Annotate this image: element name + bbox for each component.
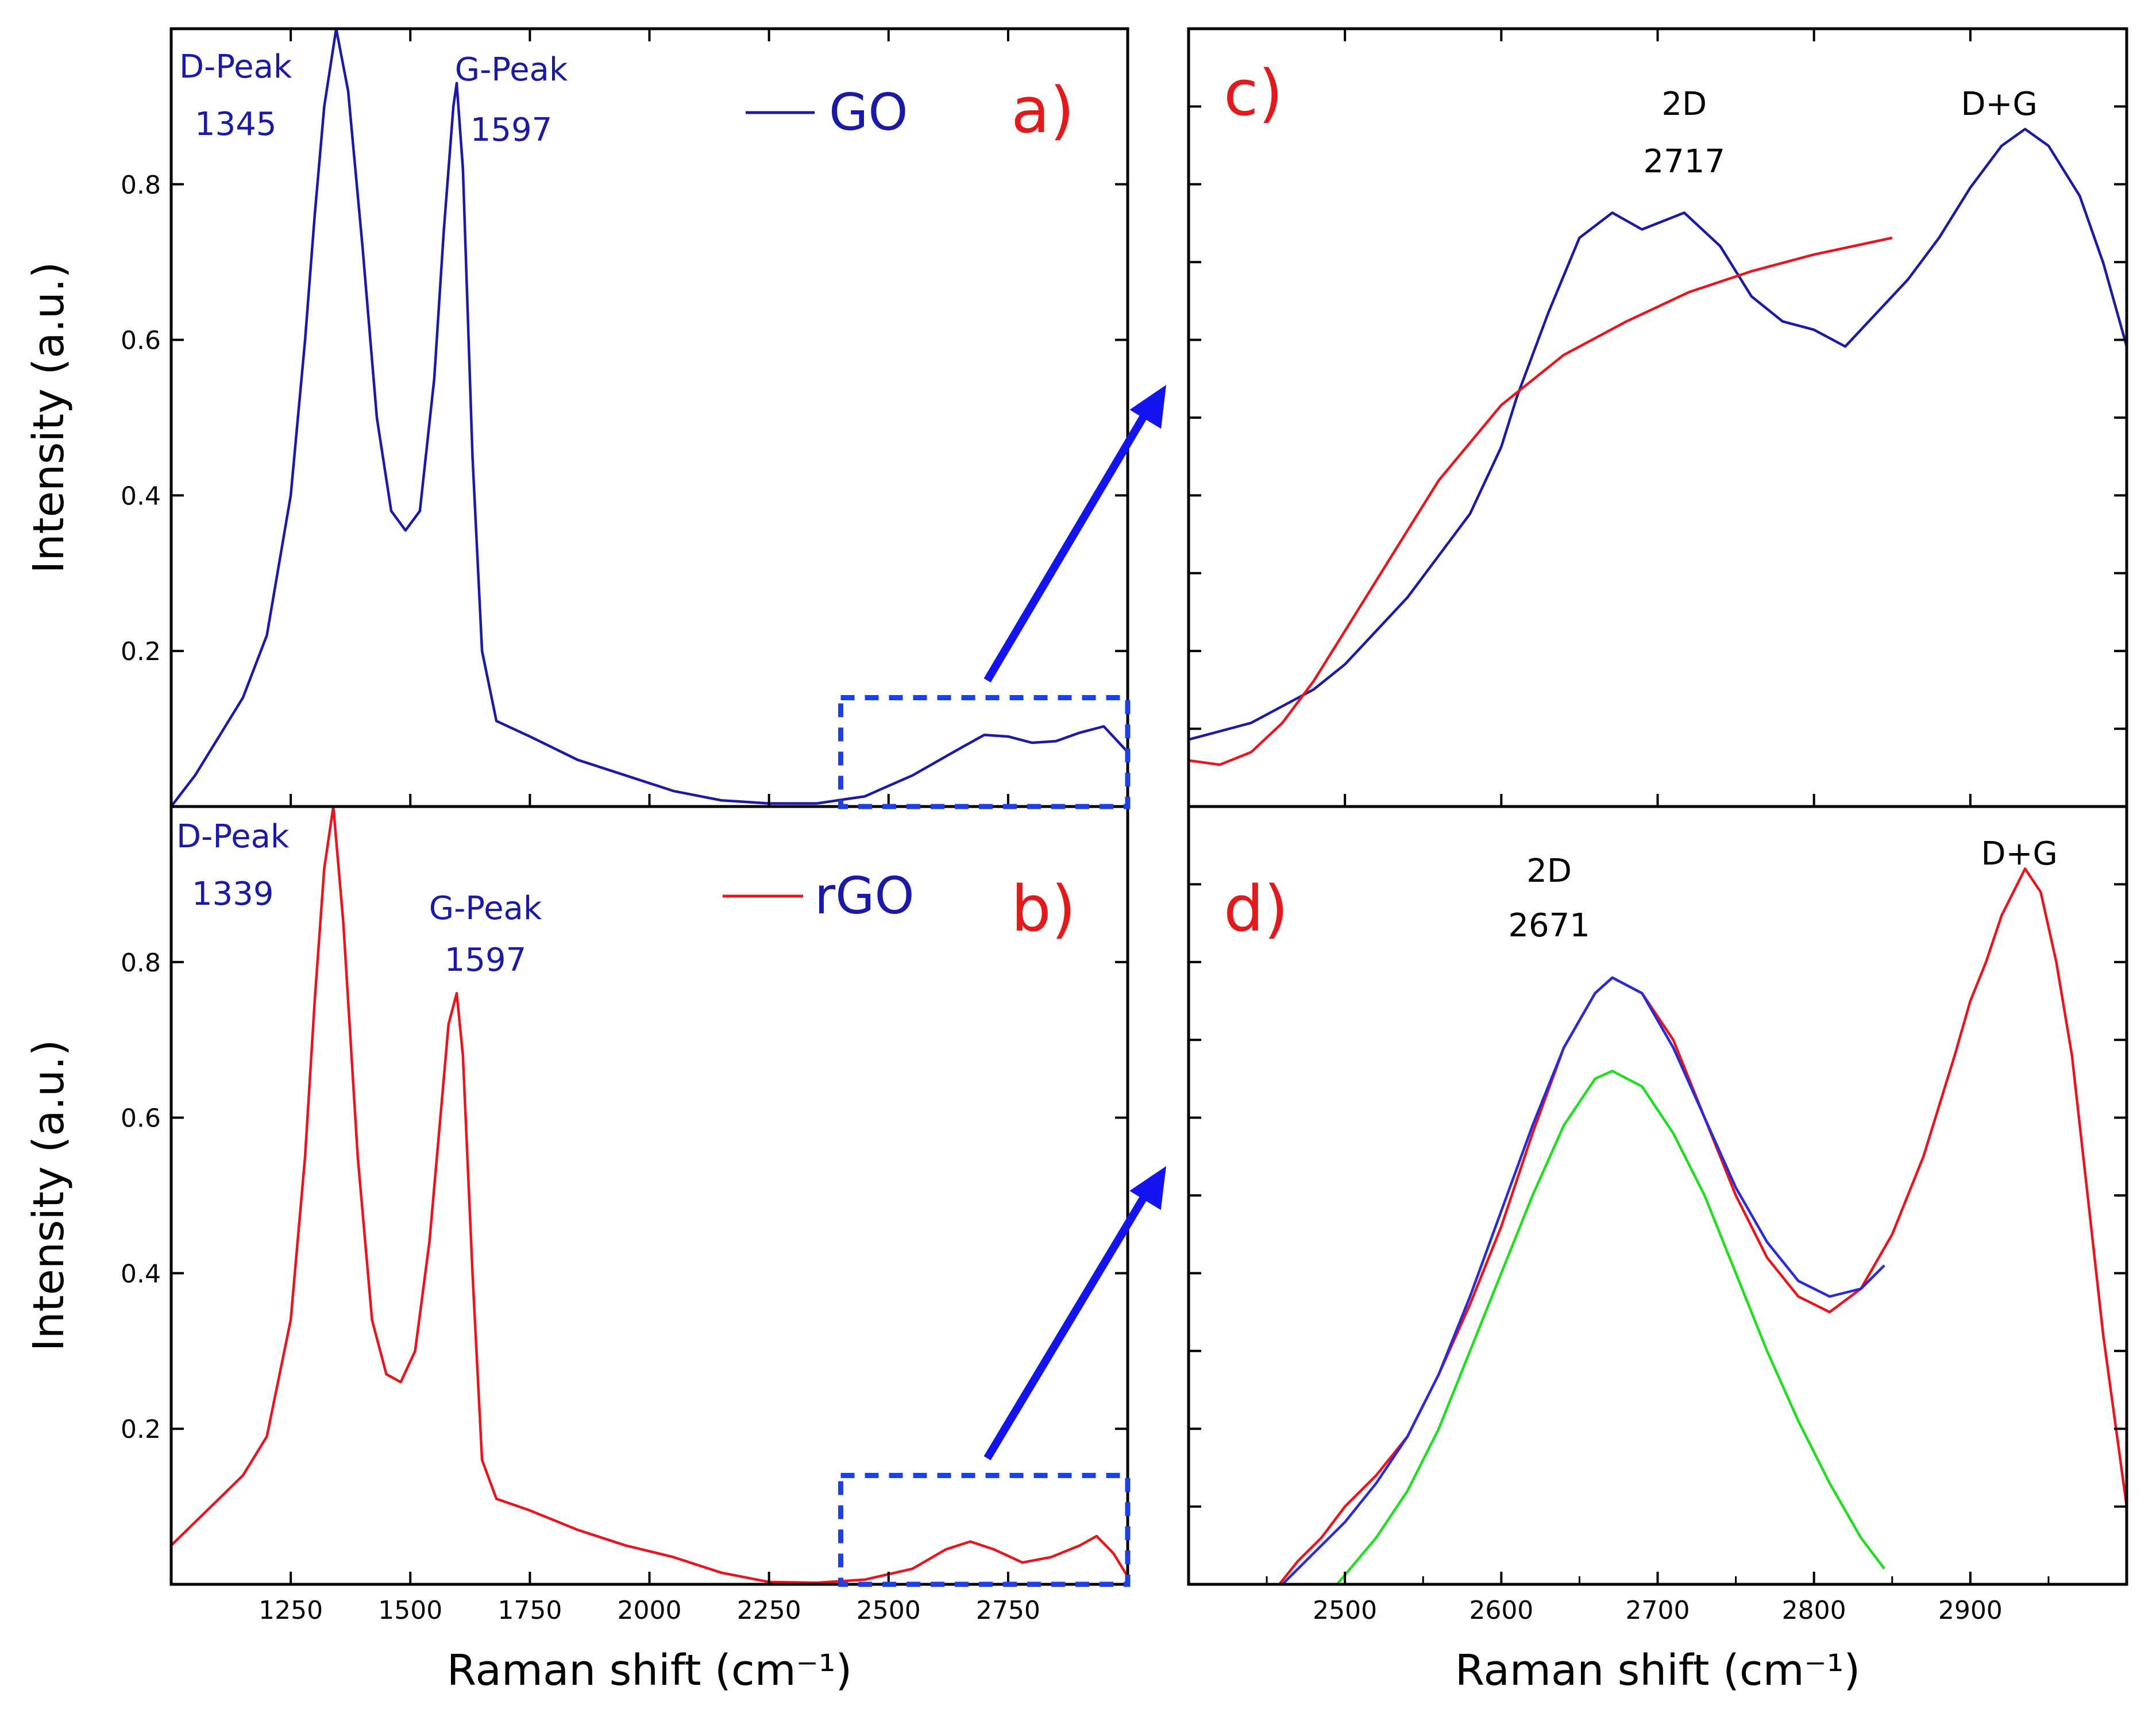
peak-annotation: G-Peak: [455, 51, 568, 88]
legend-label: rGO: [815, 866, 915, 925]
x-tick-label: 2000: [618, 1596, 682, 1625]
y-tick-label: 0.6: [121, 1104, 161, 1133]
series-line-go-zoom: [1189, 128, 2127, 741]
x-tick-label: 2500: [1313, 1596, 1377, 1625]
x-tick-label: 2800: [1782, 1596, 1846, 1625]
x-tick-label: 2600: [1469, 1596, 1533, 1625]
y-axis-label: Intensity (a.u.): [24, 1040, 74, 1352]
x-tick-label: 2700: [1626, 1596, 1690, 1625]
panel-label: c): [1224, 56, 1283, 130]
panel-c: c) 2D 2717 D+G: [1187, 27, 2128, 808]
x-tick-label: 1750: [497, 1596, 562, 1625]
legend-label: GO: [829, 83, 908, 142]
y-tick-label: 0.8: [121, 171, 161, 200]
y-tick-label: 0.8: [121, 948, 161, 978]
y-tick-label: 0.6: [121, 326, 161, 356]
zoom-box: [838, 1472, 1131, 1587]
x-tick-label: 2250: [737, 1596, 801, 1625]
zoom-box: [838, 695, 1131, 809]
panel-b: 0.2 0.4 0.6 0.8 1250 1500 1750 2000 2250 2500 2750…: [24, 805, 1129, 1695]
peak-annotation: 2717: [1644, 143, 1726, 180]
panel-label: d): [1224, 872, 1289, 946]
panel-label: a): [1011, 74, 1074, 147]
x-tick-label: 2750: [976, 1596, 1040, 1625]
peak-annotation: G-Peak: [429, 890, 542, 927]
series-line-go: [171, 29, 1128, 807]
peak-annotation: D+G: [1981, 835, 2057, 873]
y-tick-label: 0.4: [121, 1259, 161, 1288]
peak-annotation: D-Peak: [176, 818, 290, 855]
peak-annotation: 1597: [470, 111, 553, 149]
series-line-rgo: [171, 807, 1128, 1584]
y-axis-label: Intensity (a.u.): [24, 262, 74, 574]
series-line-fit: [1281, 976, 1885, 1584]
x-tick-label: 1500: [378, 1596, 442, 1625]
panel-a: 0.2 0.4 0.6 0.8 Intensity (a.u.) GO a) D-Peak 13…: [24, 27, 1129, 808]
peak-annotation: D-Peak: [179, 48, 292, 86]
y-tick-label: 0.2: [121, 1415, 161, 1444]
y-tick-label: 0.2: [121, 637, 161, 666]
x-tick-label: 2500: [857, 1596, 921, 1625]
zoom-arrow-shaft: [983, 403, 1154, 683]
zoom-arrow-head: [1129, 385, 1166, 429]
overlay-layer: [838, 385, 1166, 1587]
x-tick-label: 2900: [1938, 1596, 2003, 1625]
peak-annotation: 2671: [1508, 907, 1590, 944]
x-axis-label: Raman shift (cm⁻¹): [1455, 1646, 1861, 1695]
panel-d: 2500 2600 2700 2800 2900 Raman shift (cm⁻¹) d)…: [1187, 805, 2128, 1695]
zoom-arrow-head: [1129, 1166, 1166, 1210]
zoom-arrow-shaft: [983, 1185, 1154, 1461]
y-tick-label: 0.4: [121, 481, 161, 511]
peak-annotation: 1339: [192, 875, 274, 913]
peak-annotation: 2D: [1661, 86, 1707, 123]
series-line-fit: [1189, 236, 1893, 766]
peak-annotation: 1597: [445, 942, 527, 979]
peak-annotation: 2D: [1526, 852, 1572, 890]
x-tick-label: 1250: [259, 1596, 323, 1625]
series-line-gaussian: [1336, 1070, 1885, 1584]
peak-annotation: 1345: [195, 106, 277, 143]
panel-label: b): [1011, 872, 1076, 946]
peak-annotation: D+G: [1961, 86, 2037, 123]
plots-layer: 0.2 0.4 0.6 0.8 Intensity (a.u.) GO a) D-Peak 13…: [24, 27, 2128, 1695]
x-axis-label: Raman shift (cm⁻¹): [447, 1646, 853, 1695]
